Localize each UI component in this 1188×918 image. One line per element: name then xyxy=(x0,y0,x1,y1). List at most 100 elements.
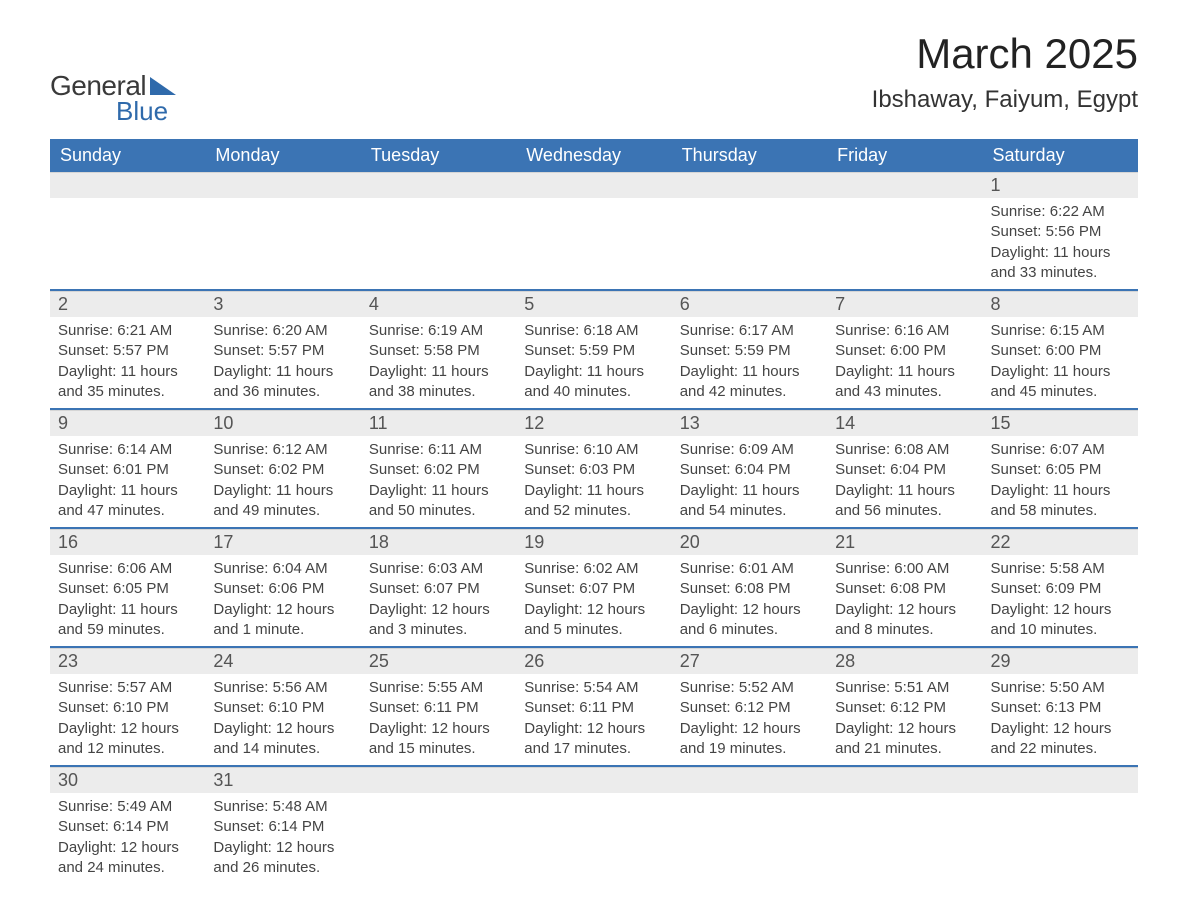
day-content xyxy=(827,793,982,863)
calendar-day-cell xyxy=(50,172,205,290)
daylight-line2: and 6 minutes. xyxy=(680,620,819,640)
day-number xyxy=(672,767,827,793)
sunrise-text: Sunrise: 6:16 AM xyxy=(835,321,974,341)
calendar-day-cell xyxy=(827,172,982,290)
day-number xyxy=(516,172,671,198)
daylight-line2: and 26 minutes. xyxy=(213,858,352,878)
daylight-line2: and 15 minutes. xyxy=(369,739,508,759)
day-content xyxy=(516,198,671,268)
daylight-line1: Daylight: 11 hours xyxy=(991,362,1130,382)
day-header-row: Sunday Monday Tuesday Wednesday Thursday… xyxy=(50,139,1138,172)
calendar-week-row: 1Sunrise: 6:22 AMSunset: 5:56 PMDaylight… xyxy=(50,172,1138,290)
day-number: 21 xyxy=(827,529,982,555)
day-header-monday: Monday xyxy=(205,139,360,172)
calendar-day-cell: 30Sunrise: 5:49 AMSunset: 6:14 PMDayligh… xyxy=(50,766,205,884)
calendar-day-cell: 10Sunrise: 6:12 AMSunset: 6:02 PMDayligh… xyxy=(205,409,360,528)
day-number: 7 xyxy=(827,291,982,317)
calendar-day-cell: 19Sunrise: 6:02 AMSunset: 6:07 PMDayligh… xyxy=(516,528,671,647)
day-number xyxy=(361,767,516,793)
sunrise-text: Sunrise: 6:01 AM xyxy=(680,559,819,579)
day-content: Sunrise: 5:50 AMSunset: 6:13 PMDaylight:… xyxy=(983,674,1138,765)
calendar-day-cell: 14Sunrise: 6:08 AMSunset: 6:04 PMDayligh… xyxy=(827,409,982,528)
calendar-day-cell: 6Sunrise: 6:17 AMSunset: 5:59 PMDaylight… xyxy=(672,290,827,409)
sunrise-text: Sunrise: 6:21 AM xyxy=(58,321,197,341)
calendar-day-cell: 24Sunrise: 5:56 AMSunset: 6:10 PMDayligh… xyxy=(205,647,360,766)
sunset-text: Sunset: 6:07 PM xyxy=(369,579,508,599)
calendar-day-cell xyxy=(516,172,671,290)
day-number xyxy=(205,172,360,198)
calendar-day-cell: 7Sunrise: 6:16 AMSunset: 6:00 PMDaylight… xyxy=(827,290,982,409)
daylight-line1: Daylight: 12 hours xyxy=(213,719,352,739)
calendar-week-row: 23Sunrise: 5:57 AMSunset: 6:10 PMDayligh… xyxy=(50,647,1138,766)
day-number: 24 xyxy=(205,648,360,674)
day-number: 26 xyxy=(516,648,671,674)
daylight-line1: Daylight: 11 hours xyxy=(835,481,974,501)
day-number: 16 xyxy=(50,529,205,555)
daylight-line1: Daylight: 12 hours xyxy=(58,719,197,739)
day-header-sunday: Sunday xyxy=(50,139,205,172)
day-number: 8 xyxy=(983,291,1138,317)
calendar-day-cell: 1Sunrise: 6:22 AMSunset: 5:56 PMDaylight… xyxy=(983,172,1138,290)
daylight-line2: and 22 minutes. xyxy=(991,739,1130,759)
day-content: Sunrise: 6:11 AMSunset: 6:02 PMDaylight:… xyxy=(361,436,516,527)
sunset-text: Sunset: 6:10 PM xyxy=(213,698,352,718)
calendar-day-cell xyxy=(205,172,360,290)
day-content: Sunrise: 6:21 AMSunset: 5:57 PMDaylight:… xyxy=(50,317,205,408)
day-number xyxy=(516,767,671,793)
daylight-line2: and 56 minutes. xyxy=(835,501,974,521)
daylight-line2: and 38 minutes. xyxy=(369,382,508,402)
sunset-text: Sunset: 6:09 PM xyxy=(991,579,1130,599)
daylight-line2: and 8 minutes. xyxy=(835,620,974,640)
daylight-line2: and 35 minutes. xyxy=(58,382,197,402)
day-number xyxy=(983,767,1138,793)
day-number: 12 xyxy=(516,410,671,436)
calendar-day-cell: 23Sunrise: 5:57 AMSunset: 6:10 PMDayligh… xyxy=(50,647,205,766)
day-content: Sunrise: 5:58 AMSunset: 6:09 PMDaylight:… xyxy=(983,555,1138,646)
daylight-line1: Daylight: 12 hours xyxy=(991,600,1130,620)
day-number xyxy=(672,172,827,198)
daylight-line1: Daylight: 12 hours xyxy=(58,838,197,858)
calendar-day-cell: 4Sunrise: 6:19 AMSunset: 5:58 PMDaylight… xyxy=(361,290,516,409)
day-content: Sunrise: 6:16 AMSunset: 6:00 PMDaylight:… xyxy=(827,317,982,408)
day-number: 10 xyxy=(205,410,360,436)
sunset-text: Sunset: 6:04 PM xyxy=(680,460,819,480)
sunrise-text: Sunrise: 5:56 AM xyxy=(213,678,352,698)
daylight-line2: and 24 minutes. xyxy=(58,858,197,878)
sunrise-text: Sunrise: 6:17 AM xyxy=(680,321,819,341)
day-header-wednesday: Wednesday xyxy=(516,139,671,172)
day-content: Sunrise: 6:00 AMSunset: 6:08 PMDaylight:… xyxy=(827,555,982,646)
calendar-table: Sunday Monday Tuesday Wednesday Thursday… xyxy=(50,139,1138,884)
sunset-text: Sunset: 6:07 PM xyxy=(524,579,663,599)
daylight-line2: and 40 minutes. xyxy=(524,382,663,402)
day-content: Sunrise: 5:56 AMSunset: 6:10 PMDaylight:… xyxy=(205,674,360,765)
day-content: Sunrise: 5:48 AMSunset: 6:14 PMDaylight:… xyxy=(205,793,360,884)
day-number: 13 xyxy=(672,410,827,436)
calendar-day-cell: 16Sunrise: 6:06 AMSunset: 6:05 PMDayligh… xyxy=(50,528,205,647)
sunset-text: Sunset: 5:59 PM xyxy=(524,341,663,361)
sunrise-text: Sunrise: 6:20 AM xyxy=(213,321,352,341)
day-content xyxy=(983,793,1138,863)
sunrise-text: Sunrise: 6:18 AM xyxy=(524,321,663,341)
sunset-text: Sunset: 6:11 PM xyxy=(369,698,508,718)
sunset-text: Sunset: 6:00 PM xyxy=(991,341,1130,361)
sunset-text: Sunset: 6:14 PM xyxy=(213,817,352,837)
calendar-day-cell: 9Sunrise: 6:14 AMSunset: 6:01 PMDaylight… xyxy=(50,409,205,528)
daylight-line1: Daylight: 11 hours xyxy=(680,481,819,501)
calendar-day-cell: 3Sunrise: 6:20 AMSunset: 5:57 PMDaylight… xyxy=(205,290,360,409)
day-number: 25 xyxy=(361,648,516,674)
daylight-line1: Daylight: 11 hours xyxy=(991,243,1130,263)
day-content: Sunrise: 6:07 AMSunset: 6:05 PMDaylight:… xyxy=(983,436,1138,527)
calendar-day-cell: 8Sunrise: 6:15 AMSunset: 6:00 PMDaylight… xyxy=(983,290,1138,409)
calendar-day-cell: 20Sunrise: 6:01 AMSunset: 6:08 PMDayligh… xyxy=(672,528,827,647)
day-number: 5 xyxy=(516,291,671,317)
day-number: 17 xyxy=(205,529,360,555)
day-number: 23 xyxy=(50,648,205,674)
sunrise-text: Sunrise: 6:22 AM xyxy=(991,202,1130,222)
day-header-friday: Friday xyxy=(827,139,982,172)
sunrise-text: Sunrise: 6:00 AM xyxy=(835,559,974,579)
day-number: 3 xyxy=(205,291,360,317)
calendar-day-cell: 12Sunrise: 6:10 AMSunset: 6:03 PMDayligh… xyxy=(516,409,671,528)
daylight-line2: and 50 minutes. xyxy=(369,501,508,521)
sunrise-text: Sunrise: 6:07 AM xyxy=(991,440,1130,460)
calendar-day-cell: 25Sunrise: 5:55 AMSunset: 6:11 PMDayligh… xyxy=(361,647,516,766)
